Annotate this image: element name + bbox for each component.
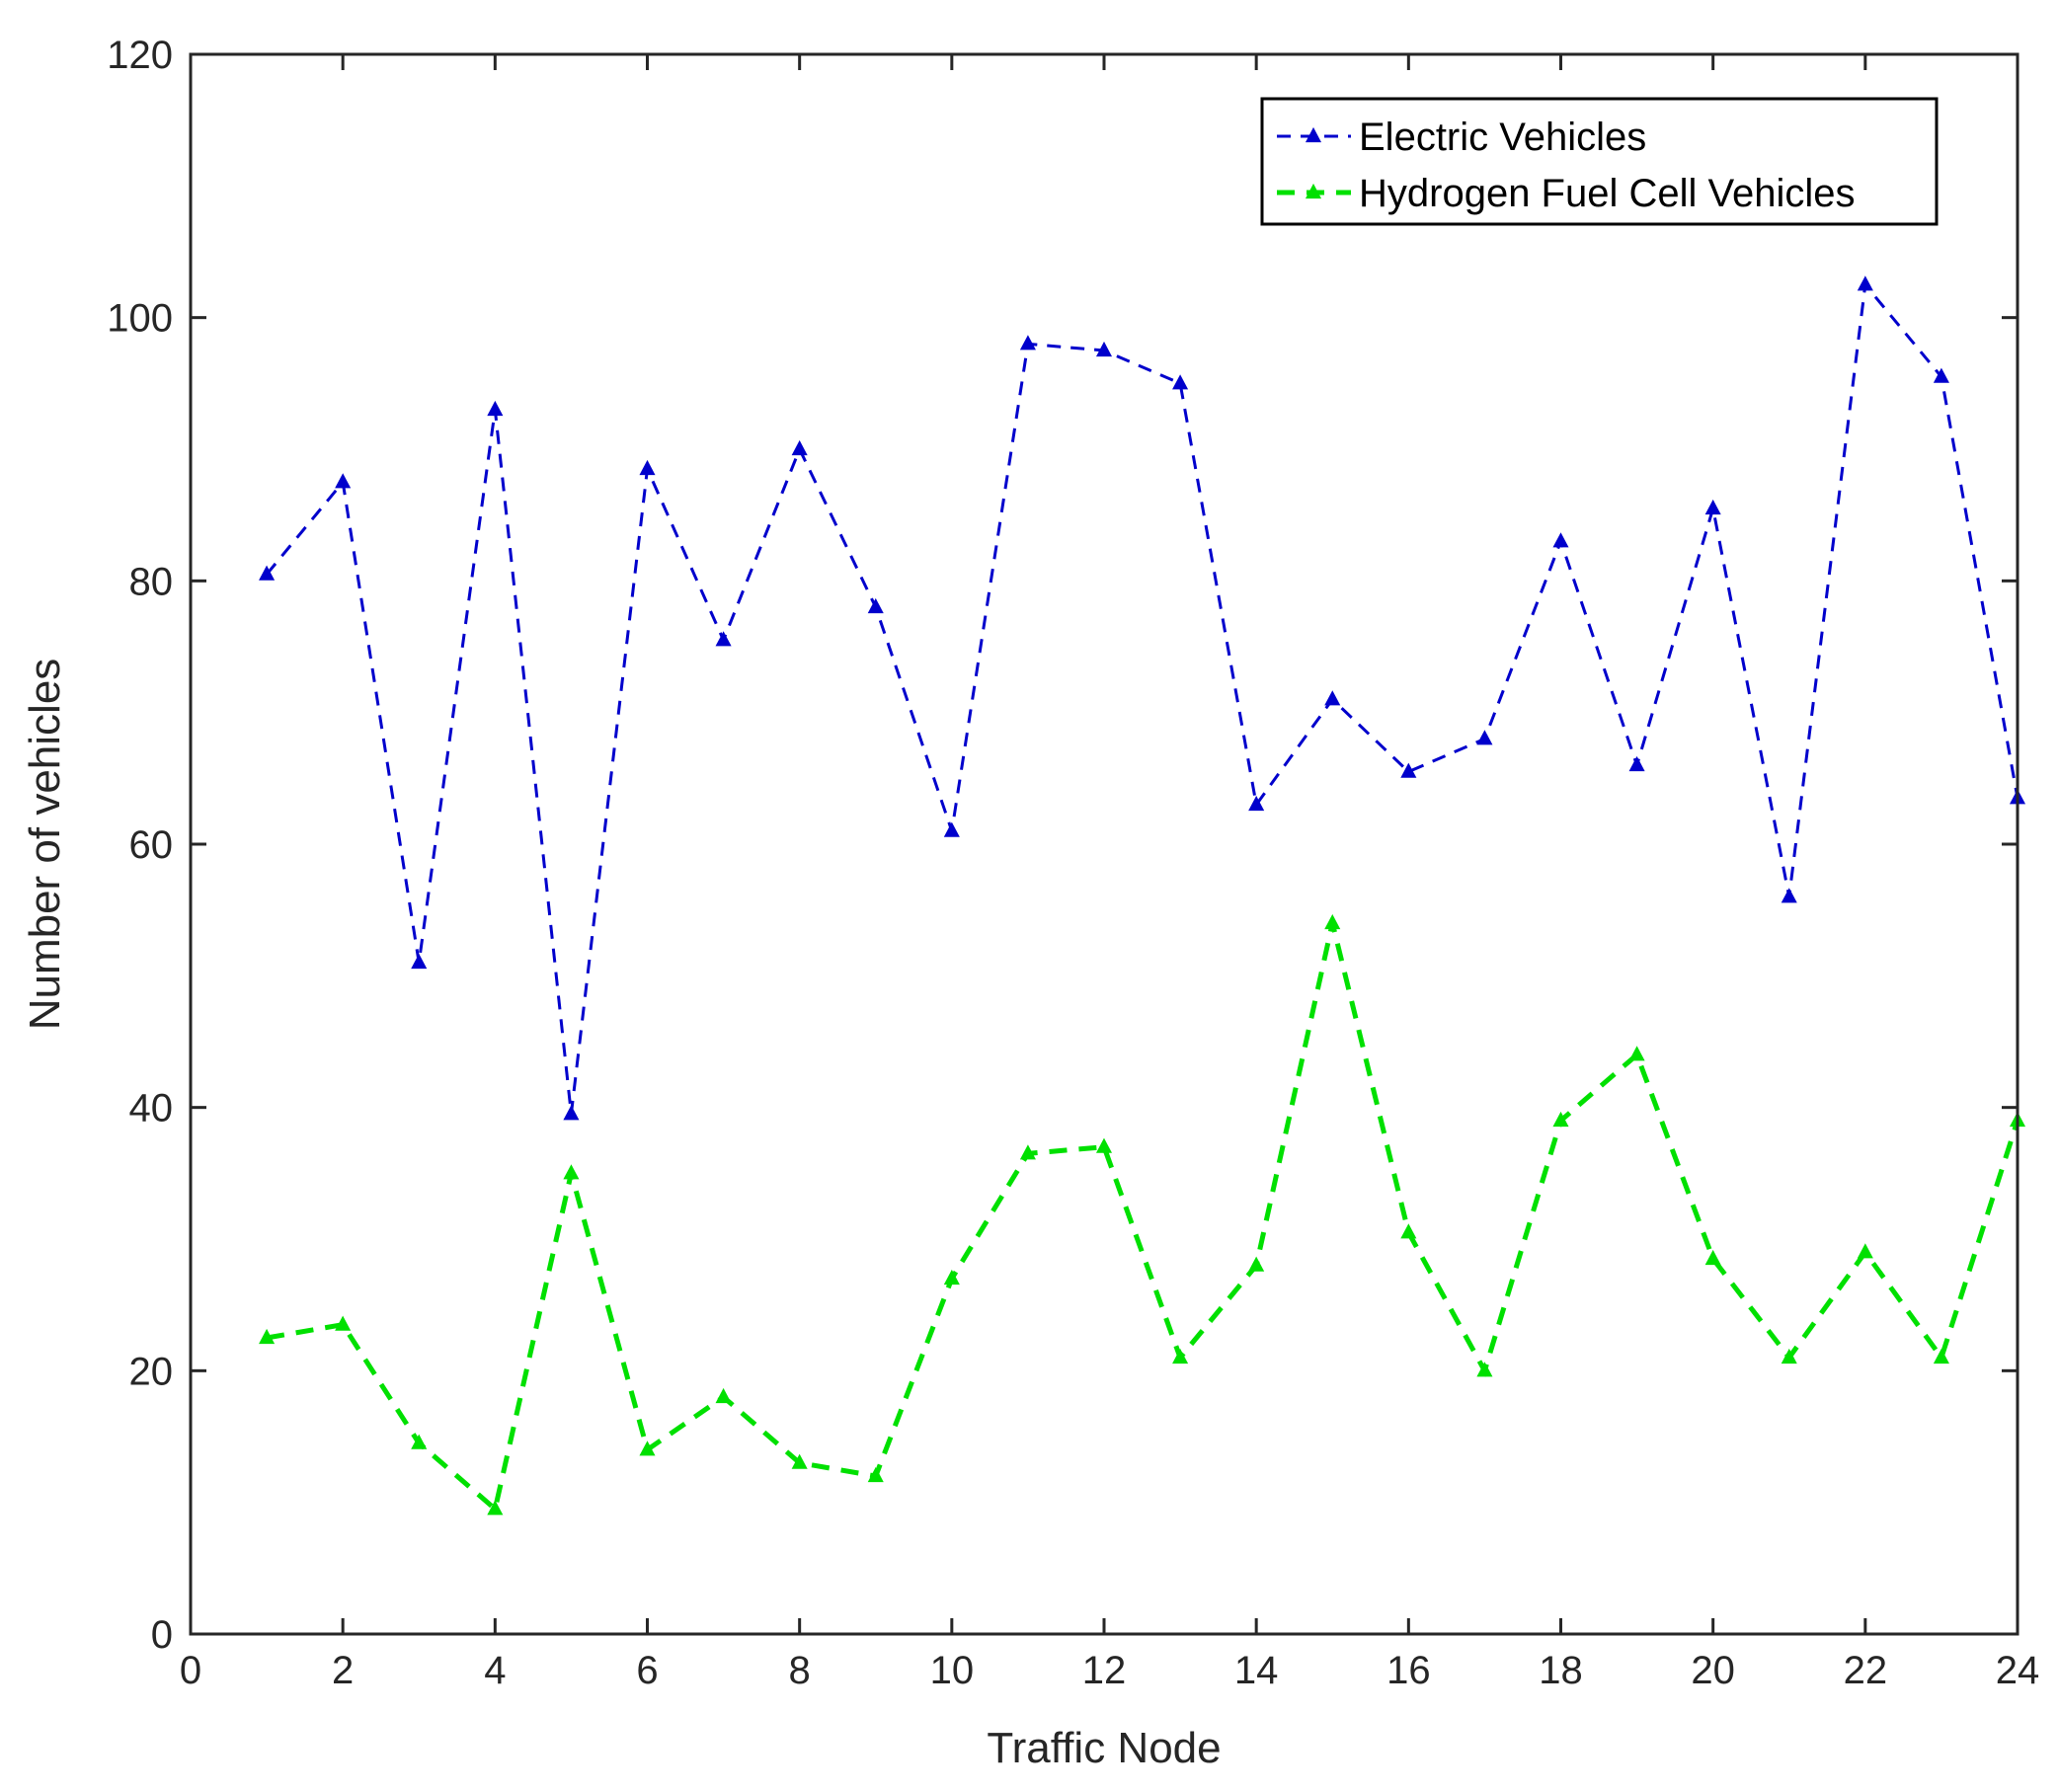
data-point-electric-vehicles: [1704, 499, 1721, 515]
y-tick-label: 0: [151, 1613, 173, 1657]
data-point-hydrogen-fuel-cell-vehicles: [943, 1269, 960, 1286]
x-tick-label: 14: [1234, 1649, 1279, 1692]
data-point-hydrogen-fuel-cell-vehicles: [1704, 1249, 1721, 1266]
legend-box: [1260, 97, 1939, 226]
data-point-electric-vehicles: [1628, 755, 1645, 772]
data-point-electric-vehicles: [1781, 888, 1797, 903]
data-point-hydrogen-fuel-cell-vehicles: [1933, 1348, 1949, 1364]
data-point-hydrogen-fuel-cell-vehicles: [487, 1500, 504, 1516]
data-point-electric-vehicles: [1324, 690, 1341, 706]
data-point-electric-vehicles: [335, 473, 352, 489]
x-tick-label: 20: [1691, 1649, 1735, 1692]
x-tick-label: 0: [180, 1649, 201, 1692]
x-axis-label: Traffic Node: [987, 1724, 1221, 1772]
data-point-electric-vehicles: [1172, 374, 1189, 390]
legend-marker: [1305, 183, 1322, 199]
data-point-electric-vehicles: [1400, 762, 1417, 778]
data-point-electric-vehicles: [715, 631, 732, 647]
data-point-hydrogen-fuel-cell-vehicles: [259, 1328, 276, 1345]
data-point-electric-vehicles: [1095, 341, 1113, 357]
data-point-hydrogen-fuel-cell-vehicles: [715, 1387, 732, 1404]
x-tick-label: 8: [789, 1649, 811, 1692]
data-point-hydrogen-fuel-cell-vehicles: [1324, 913, 1341, 930]
data-point-electric-vehicles: [1933, 367, 1949, 383]
data-point-electric-vehicles: [411, 953, 428, 970]
data-point-electric-vehicles: [943, 821, 960, 837]
data-point-electric-vehicles: [563, 1105, 580, 1121]
x-tick-label: 24: [1996, 1649, 2040, 1692]
data-point-hydrogen-fuel-cell-vehicles: [639, 1441, 656, 1456]
data-point-hydrogen-fuel-cell-vehicles: [1095, 1137, 1113, 1153]
x-tick-label: 18: [1539, 1649, 1583, 1692]
data-point-hydrogen-fuel-cell-vehicles: [1400, 1223, 1417, 1239]
data-point-electric-vehicles: [259, 565, 276, 581]
legend: Electric Vehicles Hydrogen Fuel Cell Vehi…: [1260, 97, 1939, 226]
series-electric-vehicles: [259, 275, 2026, 1121]
data-point-hydrogen-fuel-cell-vehicles: [791, 1453, 808, 1469]
x-tick-label: 16: [1386, 1649, 1431, 1692]
y-axis-label: Number of vehicles: [21, 659, 69, 1031]
data-point-electric-vehicles: [1857, 275, 1873, 291]
series-layer: [259, 275, 2026, 1516]
series-hydrogen-fuel-cell-vehicles: [259, 913, 2026, 1516]
data-point-hydrogen-fuel-cell-vehicles: [1552, 1111, 1569, 1128]
y-tick-label: 20: [129, 1350, 174, 1393]
data-point-electric-vehicles: [1476, 730, 1493, 745]
y-tick-label: 100: [107, 297, 173, 341]
legend-entry-electric-vehicles: Electric Vehicles: [1277, 116, 1646, 159]
y-tick-label: 40: [129, 1087, 174, 1130]
x-tick-label: 2: [332, 1649, 354, 1692]
data-point-electric-vehicles: [639, 459, 656, 476]
data-point-hydrogen-fuel-cell-vehicles: [1476, 1362, 1493, 1377]
x-tick-label: 22: [1844, 1649, 1888, 1692]
legend-entries: Electric Vehicles Hydrogen Fuel Cell Vehi…: [1277, 116, 1855, 215]
data-point-electric-vehicles: [1552, 532, 1569, 548]
legend-label: Hydrogen Fuel Cell Vehicles: [1359, 172, 1855, 215]
data-point-hydrogen-fuel-cell-vehicles: [335, 1315, 352, 1331]
data-point-electric-vehicles: [487, 400, 504, 417]
data-point-hydrogen-fuel-cell-vehicles: [1248, 1256, 1265, 1272]
data-point-electric-vehicles: [1248, 795, 1265, 812]
data-point-hydrogen-fuel-cell-vehicles: [1857, 1243, 1873, 1259]
data-point-electric-vehicles: [791, 439, 808, 456]
y-tick-label: 60: [129, 823, 174, 867]
data-point-hydrogen-fuel-cell-vehicles: [1628, 1046, 1645, 1061]
x-tick-label: 6: [636, 1649, 658, 1692]
legend-label: Electric Vehicles: [1359, 116, 1646, 159]
y-tick-label: 80: [129, 560, 174, 603]
data-point-hydrogen-fuel-cell-vehicles: [1019, 1144, 1036, 1160]
x-tick-label: 12: [1082, 1649, 1127, 1692]
legend-marker: [1305, 126, 1322, 143]
series-line-hydrogen-fuel-cell-vehicles: [266, 922, 2020, 1514]
data-point-hydrogen-fuel-cell-vehicles: [867, 1466, 884, 1483]
data-point-hydrogen-fuel-cell-vehicles: [1172, 1348, 1189, 1364]
series-line-electric-vehicles: [265, 280, 2019, 1115]
data-point-hydrogen-fuel-cell-vehicles: [411, 1434, 428, 1449]
data-point-electric-vehicles: [1019, 335, 1036, 351]
legend-entry-hydrogen-fuel-cell-vehicles: Hydrogen Fuel Cell Vehicles: [1277, 172, 1855, 215]
y-tick-label: 120: [107, 34, 173, 77]
data-point-hydrogen-fuel-cell-vehicles: [563, 1164, 580, 1180]
data-point-hydrogen-fuel-cell-vehicles: [1781, 1348, 1797, 1364]
x-tick-label: 4: [484, 1649, 506, 1692]
x-tick-label: 10: [930, 1649, 975, 1692]
data-point-electric-vehicles: [867, 597, 884, 614]
